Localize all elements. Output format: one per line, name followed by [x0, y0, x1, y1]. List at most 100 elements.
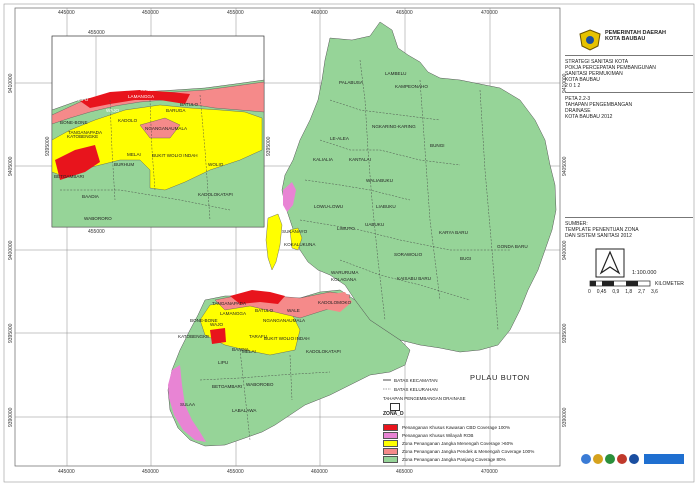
svg-text:KADOLOKATAPI: KADOLOKATAPI: [198, 192, 233, 197]
svg-text:PALABUSA: PALABUSA: [339, 80, 364, 85]
svg-text:KADOLO: KADOLO: [118, 118, 138, 123]
svg-text:KAISABU BARU: KAISABU BARU: [397, 276, 431, 281]
legend-item: Penanganan Khusus Wilayah ROB: [383, 432, 474, 439]
x-label: 460000: [311, 469, 328, 475]
legend-label: Zona Penanganan Jangka Pendek & Menengah…: [402, 449, 535, 454]
svg-text:BAADIA: BAADIA: [82, 194, 100, 199]
svg-text:LE-ALEA: LE-ALEA: [330, 136, 350, 141]
x-axis-labels-bottom: 445000 450000 455000 460000 465000 47000…: [58, 469, 498, 475]
svg-text:BURHUM: BURHUM: [114, 162, 134, 167]
svg-text:TANGANAPADA: TANGANAPADA: [212, 301, 247, 306]
svg-text:KADOLOMOKO: KADOLOMOKO: [318, 300, 352, 305]
legend-item: Zona Penanganan Jangka Pendek & Menengah…: [383, 448, 534, 455]
partner-logos-icon: [581, 454, 684, 464]
x-label: 455000: [227, 469, 244, 475]
zone-short-2: [318, 292, 352, 312]
legend-item: Zona Penanganan Jangka Panjang Coverage …: [383, 456, 506, 463]
inset-map: 455000 455000 9395000 9395000 LIPU LAMAN…: [45, 30, 272, 235]
svg-text:NGANGANAUMALA: NGANGANAUMALA: [145, 126, 188, 131]
yellow-isle-2: [289, 227, 303, 251]
rob-north-west: [283, 182, 296, 212]
svg-text:NGKARING-KARING: NGKARING-KARING: [372, 124, 416, 129]
y-label: 9410000: [8, 73, 14, 93]
svg-text:BONE-BONE: BONE-BONE: [60, 120, 88, 125]
zone-cbd: [230, 290, 285, 304]
svg-text:LIPU: LIPU: [78, 97, 88, 102]
x-label: 470000: [481, 10, 498, 16]
yellow-isle: [265, 213, 283, 271]
map-title-block: PETA 2.2-3 TAHAPAN PENGEMBANGAN DRAINASE…: [565, 96, 633, 120]
inset-y-label: 9395000: [266, 136, 272, 156]
svg-text:SULAA: SULAA: [180, 402, 196, 407]
legend-swatch: [383, 456, 398, 463]
svg-text:WAJO: WAJO: [210, 322, 224, 327]
scale-ticks: 0 0,45 0,9 1,8 2,7 3,6: [588, 289, 658, 295]
svg-text:KOLAGANA: KOLAGANA: [331, 277, 357, 282]
svg-text:NGANGANAUMALA: NGANGANAUMALA: [263, 318, 306, 323]
y-label: 9390000: [8, 407, 14, 427]
legend-boundary-kel: BATAS KELURAHAN: [394, 387, 438, 392]
y-axis-labels-right: 9410000 9405000 9400000 9395000 9390000: [562, 73, 568, 427]
x-label: 470000: [481, 469, 498, 475]
svg-text:KAMPEONAHO: KAMPEONAHO: [395, 84, 428, 89]
y-label: 9400000: [562, 240, 568, 260]
scale-ratio: 1:100.000: [632, 270, 657, 276]
svg-text:BUNGI: BUNGI: [430, 143, 445, 148]
zone-cbd-2: [210, 328, 226, 344]
y-label: 9395000: [8, 323, 14, 343]
svg-text:SUKANAYO: SUKANAYO: [282, 229, 308, 234]
legend-label: Zona Penanganan Jangka Menengah Coverage…: [402, 441, 514, 446]
svg-text:WABORORO: WABORORO: [84, 216, 112, 221]
svg-text:LOWU-LOWU: LOWU-LOWU: [314, 204, 343, 209]
x-label: 460000: [311, 10, 328, 16]
svg-text:KARYA BARU: KARYA BARU: [439, 230, 468, 235]
x-label: 465000: [396, 10, 413, 16]
legend-zone-box: [390, 403, 400, 411]
svg-text:KATOBENGKE: KATOBENGKE: [178, 334, 209, 339]
x-label: 445000: [58, 10, 75, 16]
legend-label: Penanganan Khusus Kawasan CBD Coverage 1…: [402, 425, 511, 430]
x-label: 465000: [396, 469, 413, 475]
svg-text:WOLIO: WOLIO: [208, 162, 224, 167]
y-label: 9410000: [562, 73, 568, 93]
legend-label: Zona Penanganan Jangka Panjang Coverage …: [402, 457, 506, 462]
svg-text:BUKIT WOLIO INDAH: BUKIT WOLIO INDAH: [152, 153, 198, 158]
svg-text:MELAI: MELAI: [127, 152, 141, 157]
svg-text:WALIABUKU: WALIABUKU: [366, 178, 393, 183]
svg-text:BATULO: BATULO: [255, 308, 273, 313]
svg-text:MELAI: MELAI: [242, 349, 256, 354]
svg-text:BUGI: BUGI: [460, 256, 471, 261]
y-label: 9405000: [8, 156, 14, 176]
legend-boundary-kec: BATAS KECAMATAN: [394, 378, 438, 383]
legend-swatch: [383, 432, 398, 439]
x-label: 445000: [58, 469, 75, 475]
source-block: SUMBER: TEMPLATE PENENTUAN ZONA DAN SIST…: [565, 221, 639, 239]
svg-text:LIABUKU: LIABUKU: [376, 204, 396, 209]
boundary-legend-icons: [383, 379, 391, 390]
y-label: 9395000: [562, 323, 568, 343]
project-block: STRATEGI SANITASI KOTA POKJA PERCEPATAN …: [565, 59, 656, 89]
svg-text:LABALAWA: LABALAWA: [232, 408, 257, 413]
svg-text:WAJO: WAJO: [106, 108, 120, 113]
x-label: 455000: [227, 10, 244, 16]
inset-x-label: 455000: [88, 30, 105, 36]
legend-label: Penanganan Khusus Wilayah ROB: [402, 433, 474, 438]
x-label: 450000: [142, 10, 159, 16]
svg-text:LAMANGGA: LAMANGGA: [220, 311, 247, 316]
svg-text:TARAFU: TARAFU: [249, 334, 267, 339]
legend-swatch: [383, 424, 398, 431]
rob-south-west: [168, 365, 206, 442]
svg-text:LIPU: LIPU: [218, 360, 228, 365]
svg-text:UABUKU: UABUKU: [365, 222, 384, 227]
inset-y-label: 9395000: [45, 136, 51, 156]
svg-text:LAMBELU: LAMBELU: [385, 71, 406, 76]
svg-text:LIWUTO: LIWUTO: [337, 226, 355, 231]
legend-item: Zona Penanganan Jangka Menengah Coverage…: [383, 440, 513, 447]
legend-header: TAHAPAN PENGEMBANGAN DRAINASE: [383, 396, 466, 401]
legend-zone-title: ZONA_D: [383, 411, 404, 417]
north-arrow-icon: [595, 248, 625, 278]
main-map-labels: PALABUSA LAMBELU KAMPEONAHO NGKARING-KAR…: [178, 71, 529, 413]
legend-swatch: [383, 448, 398, 455]
svg-text:WABOROBO: WABOROBO: [246, 382, 274, 387]
